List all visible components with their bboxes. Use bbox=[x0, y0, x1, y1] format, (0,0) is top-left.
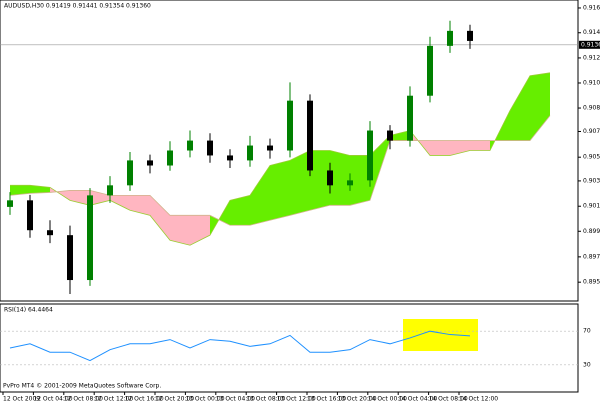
y-tick-label: 0.90888 bbox=[583, 105, 600, 112]
candle-body bbox=[427, 45, 433, 96]
candle-body bbox=[447, 30, 453, 46]
candle-body bbox=[87, 195, 93, 281]
x-tick-label: 12 Oct 04:00 bbox=[33, 396, 72, 403]
candle-body bbox=[327, 170, 333, 186]
x-tick-label: 13 Oct 20:00 bbox=[337, 396, 376, 403]
candle-body bbox=[247, 145, 253, 161]
candle-body bbox=[387, 130, 393, 141]
candle-body bbox=[147, 160, 153, 166]
rsi-tick-label: 70 bbox=[583, 328, 591, 335]
candle-body bbox=[347, 180, 353, 186]
cloud-segment bbox=[150, 195, 170, 241]
cloud-segment bbox=[10, 185, 30, 196]
cloud-segment bbox=[350, 155, 370, 206]
x-tick-label: 14 Oct 08:00 bbox=[429, 396, 468, 403]
candle-body bbox=[187, 140, 193, 151]
x-tick-label: 13 Oct 04:00 bbox=[216, 396, 255, 403]
y-tick-label: 0.89777 bbox=[583, 253, 600, 260]
candle-body bbox=[47, 230, 53, 236]
cloud-segment bbox=[170, 215, 190, 246]
cloud-segment bbox=[370, 135, 390, 201]
cloud-segment bbox=[310, 150, 330, 211]
candle-body bbox=[407, 95, 413, 141]
candle-body bbox=[227, 155, 233, 161]
x-tick-label: 12 Oct 16:00 bbox=[125, 396, 164, 403]
y-tick-label: 0.89588 bbox=[583, 279, 600, 286]
cloud-segment bbox=[250, 165, 270, 226]
cloud-segment bbox=[430, 140, 450, 156]
x-tick-label: 12 Oct 20:00 bbox=[155, 396, 194, 403]
y-tick-label: 0.90344 bbox=[583, 177, 600, 184]
y-tick-label: 0.90521 bbox=[583, 154, 600, 161]
x-tick-label: 13 Oct 16:00 bbox=[307, 396, 346, 403]
footer: PvPro MT4 © 2001-2009 MetaQuotes Softwar… bbox=[3, 383, 161, 390]
candle-body bbox=[367, 130, 373, 181]
candle-body bbox=[207, 140, 213, 156]
last-price-label: 0.91360 bbox=[581, 41, 600, 48]
x-tick-label: 14 Oct 12:00 bbox=[459, 396, 498, 403]
candle-body bbox=[67, 235, 73, 281]
cloud-segment bbox=[110, 195, 130, 211]
y-tick-label: 0.91262 bbox=[583, 54, 600, 61]
cloud-span bbox=[9, 115, 551, 226]
cloud-segment bbox=[270, 160, 290, 221]
highlight-box bbox=[403, 319, 478, 351]
y-tick-label: 0.90713 bbox=[583, 128, 600, 135]
y-tick-label: 0.91075 bbox=[583, 79, 600, 86]
chart-title: AUDUSD,H30 0.91419 0.91441 0.91354 0.913… bbox=[4, 3, 151, 10]
cloud-segment bbox=[510, 75, 530, 141]
cloud-segment bbox=[30, 185, 50, 194]
x-tick-label: 13 Oct 00:00 bbox=[185, 396, 224, 403]
y-tick-label: 0.91450 bbox=[583, 29, 600, 36]
x-tick-label: 14 Oct 00:00 bbox=[368, 396, 407, 403]
candle-body bbox=[27, 200, 33, 231]
rsi-line bbox=[9, 330, 471, 362]
candle-body bbox=[267, 145, 273, 151]
cloud-segment bbox=[190, 215, 210, 246]
cloud-segment bbox=[530, 72, 550, 141]
cloud-segment bbox=[130, 195, 150, 216]
x-tick-label: 14 Oct 04:00 bbox=[398, 396, 437, 403]
x-tick-label: 12 Oct 08:00 bbox=[64, 396, 103, 403]
cloud-segment bbox=[230, 195, 250, 226]
candle-body bbox=[127, 160, 133, 186]
cloud-segment bbox=[330, 150, 350, 206]
candle-body bbox=[467, 30, 473, 41]
y-tick-label: 0.89968 bbox=[583, 228, 600, 235]
x-tick-label: 12 Oct 12:00 bbox=[94, 396, 133, 403]
y-tick-label: 0.91635 bbox=[583, 4, 600, 11]
x-tick-label: 13 Oct 08:00 bbox=[246, 396, 285, 403]
candle-body bbox=[307, 100, 313, 171]
candle-body bbox=[287, 100, 293, 151]
y-tick-label: 0.90155 bbox=[583, 203, 600, 210]
cloud-segment bbox=[290, 150, 310, 216]
last-price-box bbox=[579, 40, 600, 49]
rsi-label: RSI(14) 64.4464 bbox=[4, 307, 53, 314]
x-tick-label: 12 Oct 2009 bbox=[3, 396, 40, 403]
rsi-tick-label: 30 bbox=[583, 361, 591, 368]
candle-body bbox=[107, 185, 113, 196]
candle-body bbox=[167, 150, 173, 166]
cloud-segment bbox=[390, 130, 410, 141]
candle-body bbox=[7, 200, 13, 207]
cloud-segment bbox=[470, 140, 490, 151]
cloud-span bbox=[10, 72, 551, 246]
rsi-panel bbox=[0, 303, 579, 393]
x-tick-label: 13 Oct 12:00 bbox=[277, 396, 316, 403]
